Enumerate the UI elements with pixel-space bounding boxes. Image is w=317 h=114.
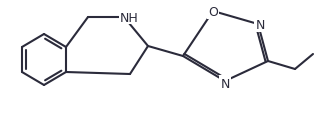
Text: N: N — [220, 77, 230, 90]
Text: O: O — [208, 5, 218, 18]
Text: NH: NH — [120, 11, 139, 24]
Text: N: N — [255, 18, 265, 31]
